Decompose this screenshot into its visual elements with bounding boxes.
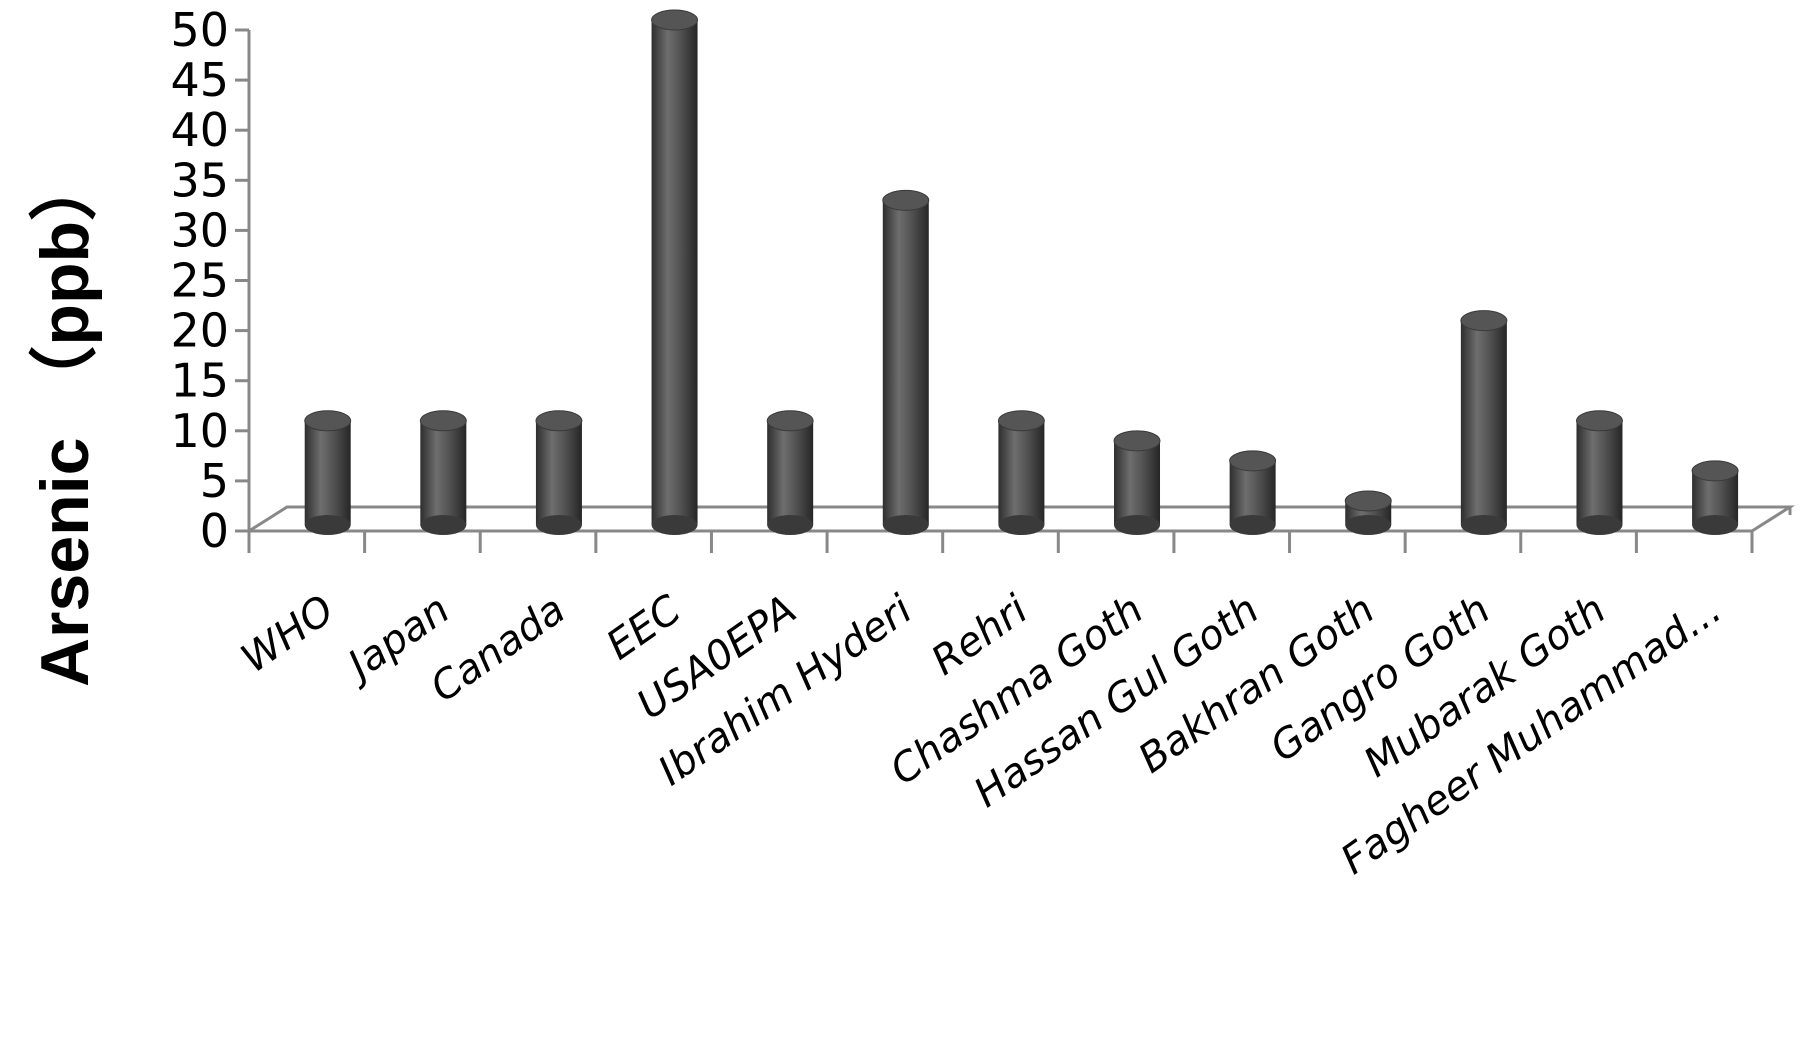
bar-base	[1114, 515, 1161, 535]
bar-base	[1692, 515, 1739, 535]
bar	[1344, 490, 1392, 535]
category-label: WHO	[233, 587, 342, 683]
bar-base	[420, 515, 467, 535]
bar-base	[882, 515, 929, 535]
bar-base	[998, 515, 1045, 535]
y-tick-label: 30	[170, 203, 229, 257]
bar-body	[1460, 320, 1507, 525]
bar-top	[1460, 310, 1508, 332]
bar-base	[304, 515, 351, 535]
bar-body	[1576, 420, 1623, 525]
y-tick-label: 35	[170, 153, 229, 207]
bar	[304, 410, 352, 535]
category-label: Canada	[423, 587, 574, 712]
bar-base	[651, 515, 698, 535]
bar	[1575, 410, 1623, 535]
bar-top	[1113, 430, 1161, 452]
bar-base	[1345, 515, 1392, 535]
bar-top	[1575, 410, 1623, 432]
y-tick-label: 45	[170, 53, 229, 107]
bar-body	[535, 420, 582, 525]
bar-top	[304, 410, 352, 432]
bar	[419, 410, 467, 535]
bar	[766, 410, 814, 535]
y-tick-label: 15	[170, 354, 229, 408]
y-tick-label: 40	[170, 103, 229, 157]
bar-top	[1344, 490, 1392, 512]
bar-base	[1229, 515, 1276, 535]
y-tick-label: 0	[200, 504, 229, 558]
bar-top	[651, 9, 699, 31]
bar-base	[535, 515, 582, 535]
bar-base	[1576, 515, 1623, 535]
bar-body	[304, 420, 351, 525]
bar-top	[766, 410, 814, 432]
bar-body	[1229, 460, 1276, 525]
bar-base	[767, 515, 814, 535]
bar-top	[535, 410, 583, 432]
bar-body	[1114, 440, 1161, 525]
bar	[997, 410, 1045, 535]
bar-body	[882, 200, 929, 526]
y-tick-label: 5	[200, 454, 229, 508]
bar	[1691, 460, 1739, 535]
bar-top	[882, 189, 930, 211]
bar	[651, 9, 699, 535]
bar-top	[997, 410, 1045, 432]
bar	[1229, 450, 1277, 535]
bar-body	[651, 20, 698, 525]
category-label: EEC	[599, 586, 690, 669]
bar-body	[420, 420, 467, 525]
bar-top	[419, 410, 467, 432]
bar-body	[767, 420, 814, 525]
bar	[882, 189, 930, 535]
bar-base	[1460, 515, 1507, 535]
bar-top	[1691, 460, 1739, 482]
y-tick-label: 20	[170, 304, 229, 358]
bar-top	[1229, 450, 1277, 472]
y-axis-label: Arsenic （ppb）	[27, 153, 103, 687]
y-axis-label-unit: （ppb）	[27, 153, 103, 414]
bar	[1460, 310, 1508, 535]
y-tick-label: 25	[170, 254, 229, 308]
y-tick-label: 10	[170, 404, 229, 458]
bar	[1113, 430, 1161, 535]
y-axis-label-main: Arsenic	[27, 438, 103, 687]
bar-body	[998, 420, 1045, 525]
bars	[304, 9, 1739, 535]
y-tick-label: 50	[170, 3, 229, 57]
bar	[535, 410, 583, 535]
